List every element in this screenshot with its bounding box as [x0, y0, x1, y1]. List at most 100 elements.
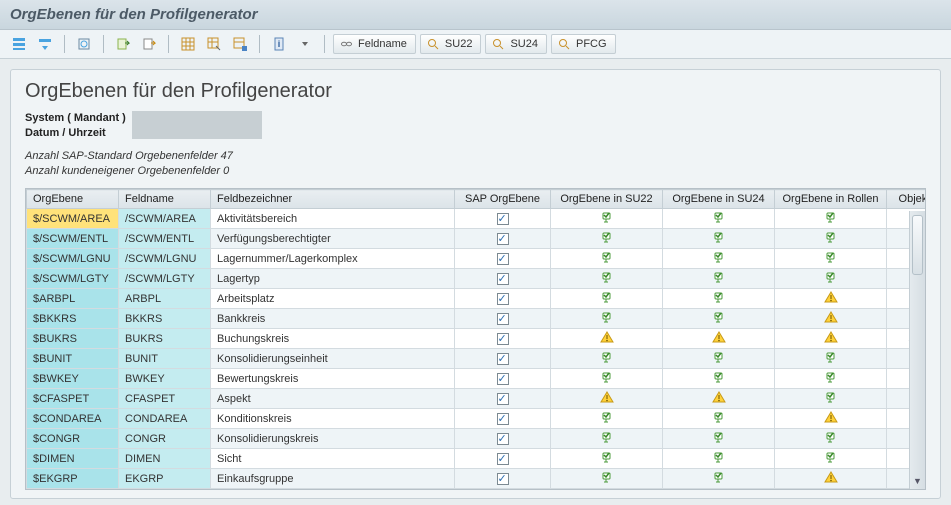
table-row[interactable]: $DIMENDIMENSicht9	[27, 449, 927, 469]
checkbox-icon[interactable]	[497, 213, 509, 225]
table-row[interactable]: $EKGRPEKGRPEinkaufsgruppe32	[27, 469, 927, 489]
cell-feldname[interactable]: /SCWM/LGNU	[119, 249, 211, 269]
checkbox-icon[interactable]	[497, 453, 509, 465]
cell-sap[interactable]	[455, 409, 551, 429]
cell-rollen	[775, 309, 887, 329]
cell-orgebene[interactable]: $ARBPL	[27, 289, 119, 309]
table-row[interactable]: $BKKRSBKKRSBankkreis14	[27, 309, 927, 329]
checkbox-icon[interactable]	[497, 393, 509, 405]
table-row[interactable]: $BUKRSBUKRSBuchungskreis545	[27, 329, 927, 349]
cell-feldname[interactable]: /SCWM/LGTY	[119, 269, 211, 289]
checkbox-icon[interactable]	[497, 473, 509, 485]
cell-sap[interactable]	[455, 269, 551, 289]
cell-feldname[interactable]: EKGRP	[119, 469, 211, 489]
cell-feldname[interactable]: BKKRS	[119, 309, 211, 329]
checkbox-icon[interactable]	[497, 233, 509, 245]
checkbox-icon[interactable]	[497, 433, 509, 445]
col-objekte[interactable]: Objekte	[887, 190, 927, 209]
checkbox-icon[interactable]	[497, 333, 509, 345]
cell-orgebene[interactable]: $/SCWM/LGNU	[27, 249, 119, 269]
cell-sap[interactable]	[455, 389, 551, 409]
info-dropdown-icon[interactable]	[294, 34, 316, 54]
table-row[interactable]: $BUNITBUNITKonsolidierungseinheit7	[27, 349, 927, 369]
cell-orgebene[interactable]: $BKKRS	[27, 309, 119, 329]
print-preview-icon[interactable]	[73, 34, 95, 54]
table-row[interactable]: $/SCWM/LGTY/SCWM/LGTYLagertyp4	[27, 269, 927, 289]
count-customer: Anzahl kundeneigener Orgebenenfelder 0	[25, 164, 926, 179]
info-icon[interactable]: i	[268, 34, 290, 54]
checkbox-icon[interactable]	[497, 253, 509, 265]
expand-all-icon[interactable]	[8, 34, 30, 54]
table-row[interactable]: $CONGRCONGRKonsolidierungskreis7	[27, 429, 927, 449]
cell-feldname[interactable]: CONDAREA	[119, 409, 211, 429]
cell-sap[interactable]	[455, 209, 551, 229]
table-row[interactable]: $/SCWM/LGNU/SCWM/LGNULagernummer/Lagerko…	[27, 249, 927, 269]
collapse-all-icon[interactable]	[34, 34, 56, 54]
cell-orgebene[interactable]: $/SCWM/ENTL	[27, 229, 119, 249]
cell-sap[interactable]	[455, 309, 551, 329]
cell-feldname[interactable]: CONGR	[119, 429, 211, 449]
layout-grid-icon[interactable]	[177, 34, 199, 54]
data-table: OrgEbene Feldname Feldbezeichner SAP Org…	[25, 188, 926, 490]
cell-sap[interactable]	[455, 369, 551, 389]
cell-feldname[interactable]: CFASPET	[119, 389, 211, 409]
checkbox-icon[interactable]	[497, 313, 509, 325]
cell-sap[interactable]	[455, 449, 551, 469]
col-feldname[interactable]: Feldname	[119, 190, 211, 209]
save-layout-icon[interactable]	[229, 34, 251, 54]
cell-feldname[interactable]: BWKEY	[119, 369, 211, 389]
cell-feldname[interactable]: BUNIT	[119, 349, 211, 369]
checkbox-icon[interactable]	[497, 353, 509, 365]
cell-feldname[interactable]: /SCWM/ENTL	[119, 229, 211, 249]
checkbox-icon[interactable]	[497, 293, 509, 305]
cell-orgebene[interactable]: $CFASPET	[27, 389, 119, 409]
table-row[interactable]: $ARBPLARBPLArbeitsplatz17	[27, 289, 927, 309]
col-orgebene[interactable]: OrgEbene	[27, 190, 119, 209]
cell-feldname[interactable]: DIMEN	[119, 449, 211, 469]
col-su22[interactable]: OrgEbene in SU22	[551, 190, 663, 209]
cell-feldname[interactable]: BUKRS	[119, 329, 211, 349]
export-local-icon[interactable]	[138, 34, 160, 54]
cell-sap[interactable]	[455, 289, 551, 309]
su24-button[interactable]: SU24	[485, 34, 547, 54]
select-layout-icon[interactable]	[203, 34, 225, 54]
cell-feldname[interactable]: /SCWM/AREA	[119, 209, 211, 229]
checkbox-icon[interactable]	[497, 413, 509, 425]
feldname-button[interactable]: Feldname	[333, 34, 416, 54]
col-feldbez[interactable]: Feldbezeichner	[211, 190, 455, 209]
scroll-down-icon[interactable]: ▼	[910, 473, 925, 489]
col-rollen[interactable]: OrgEbene in Rollen	[775, 190, 887, 209]
export-sheet-icon[interactable]	[112, 34, 134, 54]
cell-orgebene[interactable]: $/SCWM/AREA	[27, 209, 119, 229]
cell-sap[interactable]	[455, 229, 551, 249]
cell-orgebene[interactable]: $CONGR	[27, 429, 119, 449]
cell-orgebene[interactable]: $DIMEN	[27, 449, 119, 469]
table-row[interactable]: $CONDAREACONDAREAKonditionskreis2	[27, 409, 927, 429]
cell-sap[interactable]	[455, 429, 551, 449]
su22-button[interactable]: SU22	[420, 34, 482, 54]
cell-orgebene[interactable]: $BWKEY	[27, 369, 119, 389]
cell-orgebene[interactable]: $BUNIT	[27, 349, 119, 369]
scroll-thumb[interactable]	[912, 215, 923, 275]
vertical-scrollbar[interactable]: ▲ ▼	[909, 211, 925, 489]
cell-sap[interactable]	[455, 469, 551, 489]
col-su24[interactable]: OrgEbene in SU24	[663, 190, 775, 209]
col-sap[interactable]: SAP OrgEbene	[455, 190, 551, 209]
checkbox-icon[interactable]	[497, 273, 509, 285]
toolbar: i Feldname SU22 SU24 PFCG	[0, 30, 951, 59]
cell-feldname[interactable]: ARBPL	[119, 289, 211, 309]
cell-sap[interactable]	[455, 249, 551, 269]
cell-orgebene[interactable]: $EKGRP	[27, 469, 119, 489]
table-row[interactable]: $/SCWM/AREA/SCWM/AREAAktivitätsbereich2	[27, 209, 927, 229]
table-row[interactable]: $CFASPETCFASPETAspekt9	[27, 389, 927, 409]
table-row[interactable]: $BWKEYBWKEYBewertungskreis5	[27, 369, 927, 389]
table-row[interactable]: $/SCWM/ENTL/SCWM/ENTLVerfügungsberechtig…	[27, 229, 927, 249]
cell-rollen	[775, 389, 887, 409]
cell-orgebene[interactable]: $CONDAREA	[27, 409, 119, 429]
checkbox-icon[interactable]	[497, 373, 509, 385]
cell-sap[interactable]	[455, 349, 551, 369]
cell-sap[interactable]	[455, 329, 551, 349]
pfcg-button[interactable]: PFCG	[551, 34, 616, 54]
cell-orgebene[interactable]: $/SCWM/LGTY	[27, 269, 119, 289]
cell-orgebene[interactable]: $BUKRS	[27, 329, 119, 349]
